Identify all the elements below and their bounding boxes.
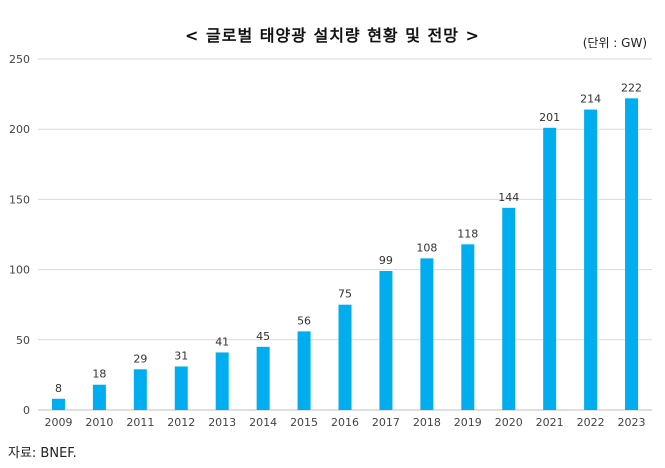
y-tick-label: 0 xyxy=(23,404,30,417)
x-tick-label: 2021 xyxy=(536,416,564,429)
source-note: 자료: BNEF. xyxy=(8,446,77,461)
data-label: 31 xyxy=(174,349,188,362)
bar xyxy=(379,271,393,410)
x-tick-label: 2015 xyxy=(290,416,318,429)
x-tick-label: 2009 xyxy=(44,416,72,429)
bar xyxy=(51,398,65,410)
data-label: 56 xyxy=(297,314,311,327)
bar xyxy=(297,331,311,410)
x-tick-label: 2016 xyxy=(331,416,359,429)
data-label: 75 xyxy=(338,288,352,301)
data-label: 29 xyxy=(133,352,147,365)
bars xyxy=(51,98,639,411)
bar xyxy=(625,98,639,410)
x-tick-label: 2014 xyxy=(249,416,277,429)
bar xyxy=(502,207,516,410)
bar xyxy=(256,346,270,410)
chart-title: < 글로벌 태양광 설치량 현황 및 전망 > xyxy=(185,26,480,45)
unit-label: (단위 : GW) xyxy=(582,36,647,50)
x-tick-label: 2013 xyxy=(208,416,236,429)
x-tick-label: 2012 xyxy=(167,416,195,429)
x-tick-label: 2023 xyxy=(618,416,646,429)
y-tick-label: 100 xyxy=(9,264,30,277)
x-tick-label: 2019 xyxy=(454,416,482,429)
x-tick-label: 2017 xyxy=(372,416,400,429)
data-label: 222 xyxy=(621,81,642,94)
bar xyxy=(174,366,188,410)
x-tick-label: 2011 xyxy=(126,416,154,429)
x-tick-label: 2022 xyxy=(577,416,605,429)
bar xyxy=(420,258,434,410)
data-label: 8 xyxy=(55,382,62,395)
data-label: 18 xyxy=(92,368,106,381)
data-label: 41 xyxy=(215,335,229,348)
data-label: 118 xyxy=(457,227,478,240)
x-tick-label: 2010 xyxy=(85,416,113,429)
data-label: 45 xyxy=(256,330,270,343)
data-label: 201 xyxy=(539,111,560,124)
data-label: 108 xyxy=(416,241,437,254)
bar xyxy=(133,369,147,410)
data-label: 144 xyxy=(498,191,519,204)
y-tick-label: 200 xyxy=(9,123,30,136)
y-tick-label: 250 xyxy=(9,53,30,66)
bar xyxy=(584,109,598,410)
data-label: 99 xyxy=(379,254,393,267)
y-tick-label: 50 xyxy=(16,334,30,347)
x-tick-label: 2018 xyxy=(413,416,441,429)
x-axis-ticks: 2009 2010 2011 2012 2013 2014 2015 2016 2017 2018… xyxy=(44,416,645,429)
bar xyxy=(215,352,229,410)
data-label: 214 xyxy=(580,93,601,106)
x-tick-label: 2020 xyxy=(495,416,523,429)
bar xyxy=(461,244,475,410)
bar xyxy=(543,127,557,411)
data-labels: 8 18 29 31 41 45 56 75 99 108 118 144 201 214 222 xyxy=(55,81,642,394)
y-axis-ticks: 0 50 100 150 200 250 xyxy=(9,53,30,417)
y-tick-label: 150 xyxy=(9,193,30,206)
bar xyxy=(338,304,352,410)
bar xyxy=(92,384,106,410)
